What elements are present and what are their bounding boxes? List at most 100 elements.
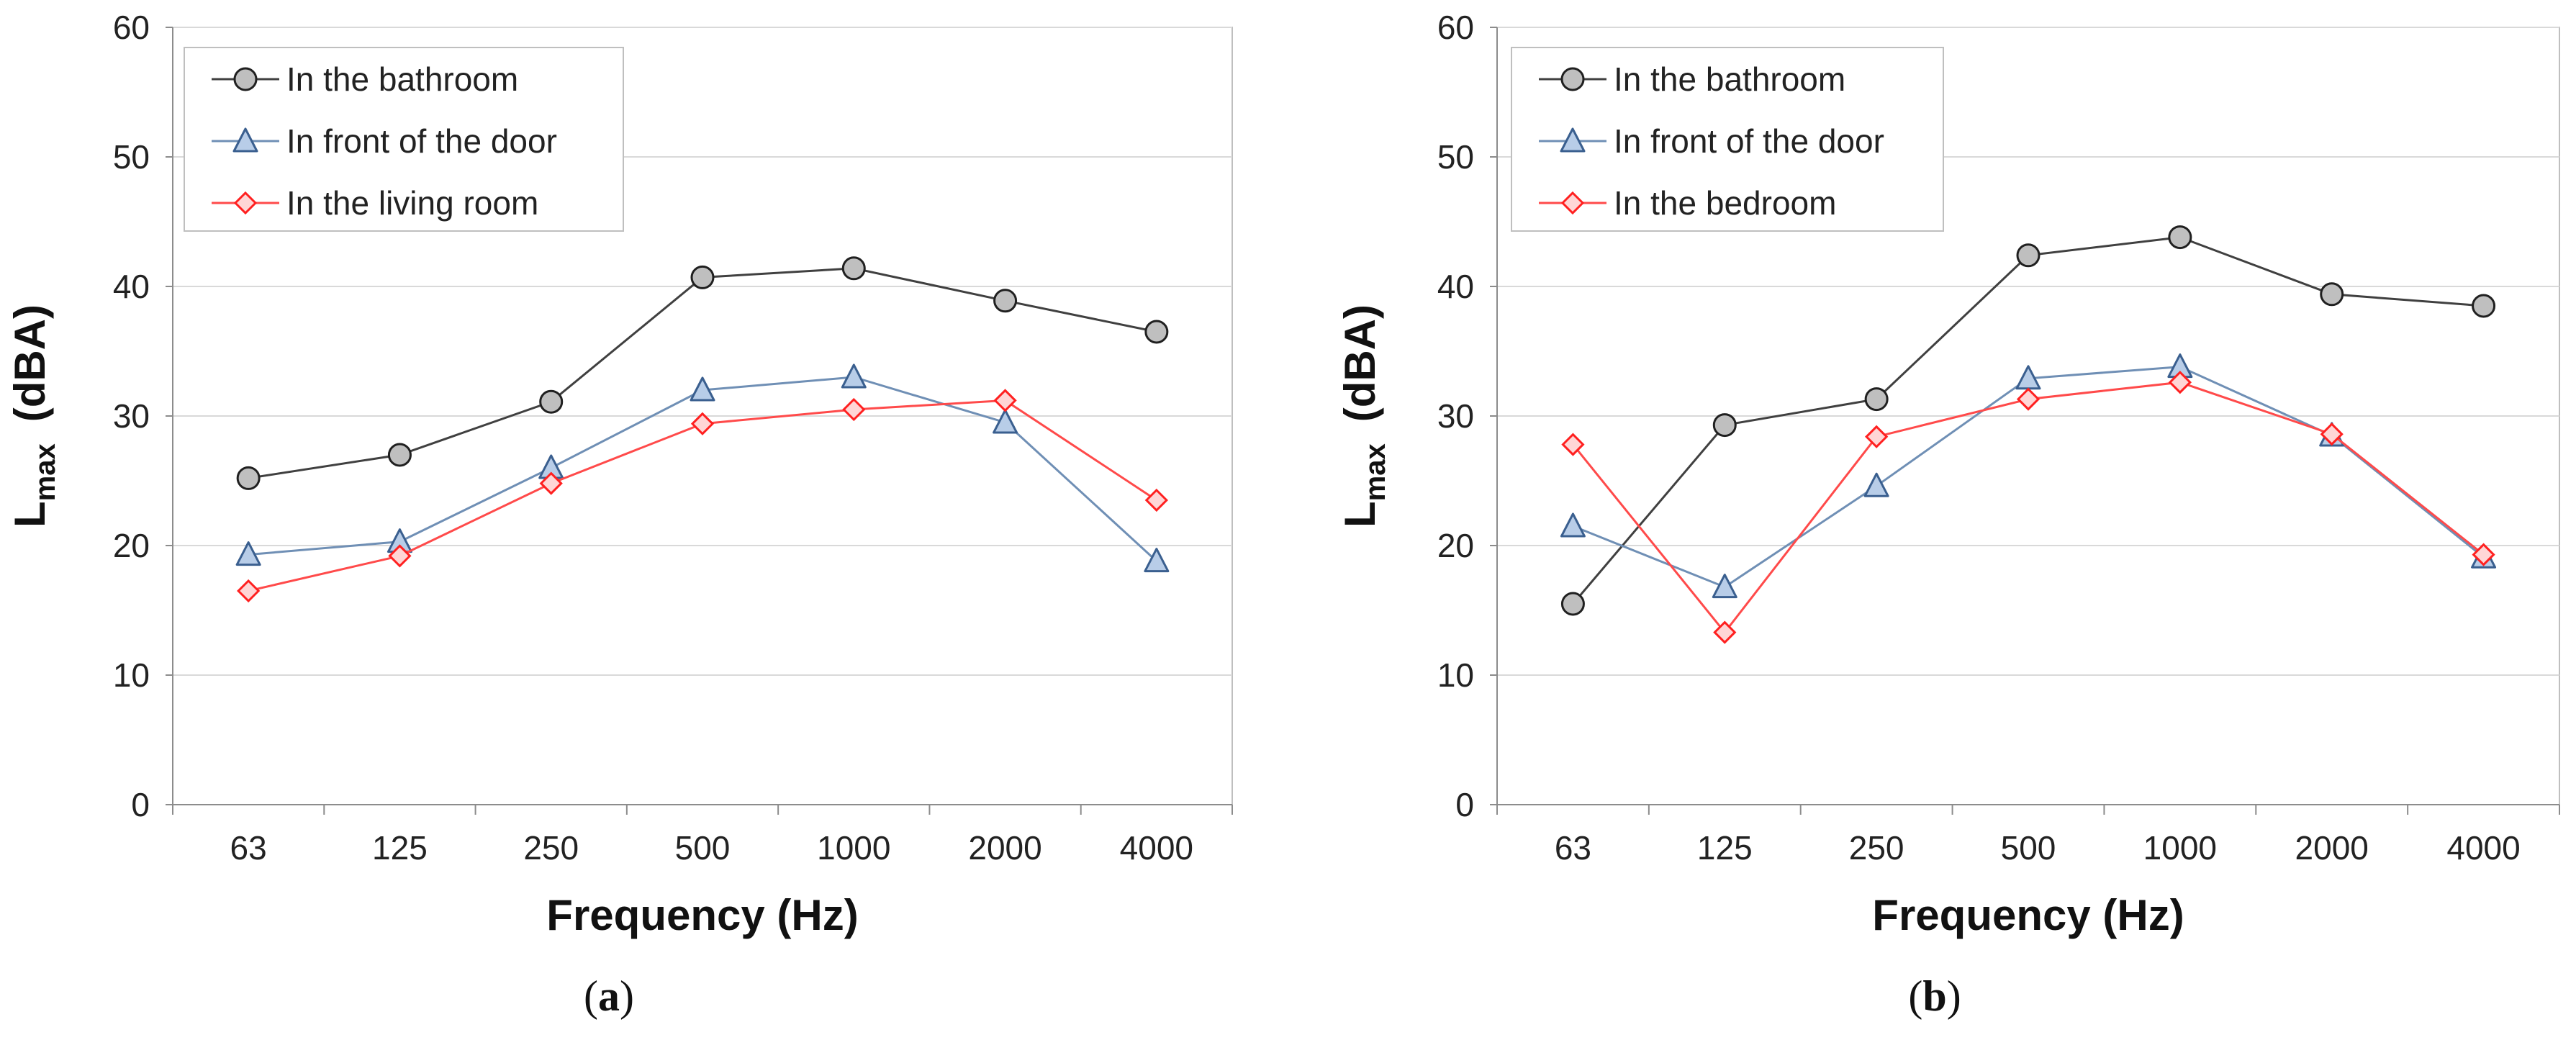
data-point (1712, 413, 1737, 438)
legend-box (184, 47, 624, 232)
y-tick-label: 30 (1437, 397, 1474, 435)
legend-label: In the bathroom (1614, 60, 1845, 98)
data-point (993, 289, 1018, 313)
data-point (1144, 488, 1168, 512)
x-tick-label: 63 (230, 829, 267, 867)
data-point (2016, 387, 2041, 411)
data-point (1144, 320, 1169, 344)
data-point (1560, 592, 1585, 616)
series-1 (235, 363, 1170, 573)
legend-triangle-icon (1560, 127, 1586, 153)
y-tick-label: 20 (1437, 527, 1474, 564)
y-tick-label: 40 (113, 268, 150, 305)
data-point (236, 466, 261, 490)
caption-close: ) (1947, 972, 1961, 1020)
x-tick-label: 250 (523, 829, 579, 867)
caption-letter: b (1922, 972, 1946, 1020)
chart-panel-b: 0 10 20 30 40 50 60 63 125 250 500 1000 2000 4000 In t… (1336, 9, 2560, 1020)
caption-letter: a (598, 972, 620, 1020)
x-tick-label: 1000 (2143, 829, 2217, 867)
data-point (690, 376, 715, 402)
data-point (2168, 371, 2192, 394)
y-tick-label: 50 (1437, 138, 1474, 176)
data-point (1712, 574, 1737, 599)
y-tick-label: 50 (113, 138, 150, 176)
chart-panel-a: 0 10 20 30 40 50 60 63 125 250 500 1000 2000 4000 In t… (6, 9, 1233, 1020)
data-point (841, 256, 866, 281)
data-point (842, 397, 866, 422)
data-point (1561, 433, 1585, 456)
legend-label: In front of the door (1614, 122, 1884, 160)
x-tick-label: 125 (372, 829, 428, 867)
data-point (1863, 472, 1889, 497)
legend: In the bathroom In front of the door In th… (1511, 47, 1944, 232)
legend-label: In the living room (286, 184, 538, 222)
legend-circle-icon (1560, 67, 1585, 91)
y-tick-label: 40 (1437, 268, 1474, 305)
y-tick-label: 20 (113, 527, 150, 564)
legend-triangle-icon (232, 127, 258, 153)
data-point (1865, 425, 1889, 448)
series-0 (1560, 225, 2496, 616)
data-point (388, 544, 412, 568)
legend-diamond-icon (1560, 191, 1585, 215)
panel-caption: (b) (1908, 972, 1961, 1020)
y-axis-title-subscript: max (30, 443, 61, 501)
legend-circle-icon (233, 67, 258, 91)
caption-close: ) (620, 972, 634, 1020)
legend-label: In the bedroom (1614, 184, 1836, 222)
series-2 (1561, 371, 2495, 644)
y-tick-label: 0 (1455, 786, 1474, 823)
x-tick-label: 4000 (2446, 829, 2520, 867)
x-axis-title: Frequency (Hz) (1872, 891, 2184, 939)
y-axis-title: Lmax (dBA) (6, 304, 61, 528)
y-axis-title: Lmax (dBA) (1336, 304, 1391, 528)
data-point (1713, 620, 1737, 644)
data-point (2472, 543, 2495, 566)
data-point (690, 265, 715, 289)
x-tick-label: 125 (1697, 829, 1753, 867)
x-axis-title: Frequency (Hz) (546, 891, 858, 939)
data-point (2016, 243, 2041, 268)
data-point (993, 389, 1017, 412)
data-point (1864, 387, 1889, 412)
x-tick-label: 1000 (817, 829, 890, 867)
data-point (237, 579, 261, 603)
data-point (841, 363, 867, 389)
y-tick-label: 60 (1437, 9, 1474, 46)
y-tick-label: 10 (113, 656, 150, 694)
data-point (690, 412, 715, 435)
legend-label: In front of the door (286, 122, 557, 160)
data-point (1144, 548, 1170, 573)
y-axis-title-main: L (1336, 501, 1384, 528)
data-point (2472, 294, 2496, 318)
x-tick-label: 250 (1849, 829, 1904, 867)
caption-open: ( (584, 972, 598, 1020)
legend: In the bathroom In front of the door In th… (184, 47, 624, 232)
x-tick-label: 500 (2001, 829, 2056, 867)
data-point (1560, 512, 1586, 538)
y-tick-label: 30 (113, 397, 150, 435)
data-point (539, 471, 563, 495)
x-tick-label: 500 (675, 829, 731, 867)
y-axis-title-unit: (dBA) (6, 304, 54, 422)
data-point (2320, 282, 2344, 307)
data-point (235, 541, 261, 566)
legend-label: In the bathroom (286, 60, 518, 98)
legend-diamond-icon (233, 191, 258, 215)
x-tick-label: 2000 (2295, 829, 2369, 867)
x-tick-label: 63 (1555, 829, 1591, 867)
y-tick-label: 10 (1437, 656, 1474, 694)
caption-open: ( (1908, 972, 1922, 1020)
x-tick-label: 4000 (1120, 829, 1193, 867)
y-axis-title-unit: (dBA) (1336, 304, 1384, 422)
y-tick-label: 0 (131, 786, 150, 823)
y-tick-label: 60 (113, 9, 150, 46)
data-point (993, 409, 1018, 434)
data-point (387, 443, 412, 467)
data-point (539, 389, 564, 414)
x-tick-label: 2000 (968, 829, 1041, 867)
y-axis-title-subscript: max (1360, 443, 1391, 501)
